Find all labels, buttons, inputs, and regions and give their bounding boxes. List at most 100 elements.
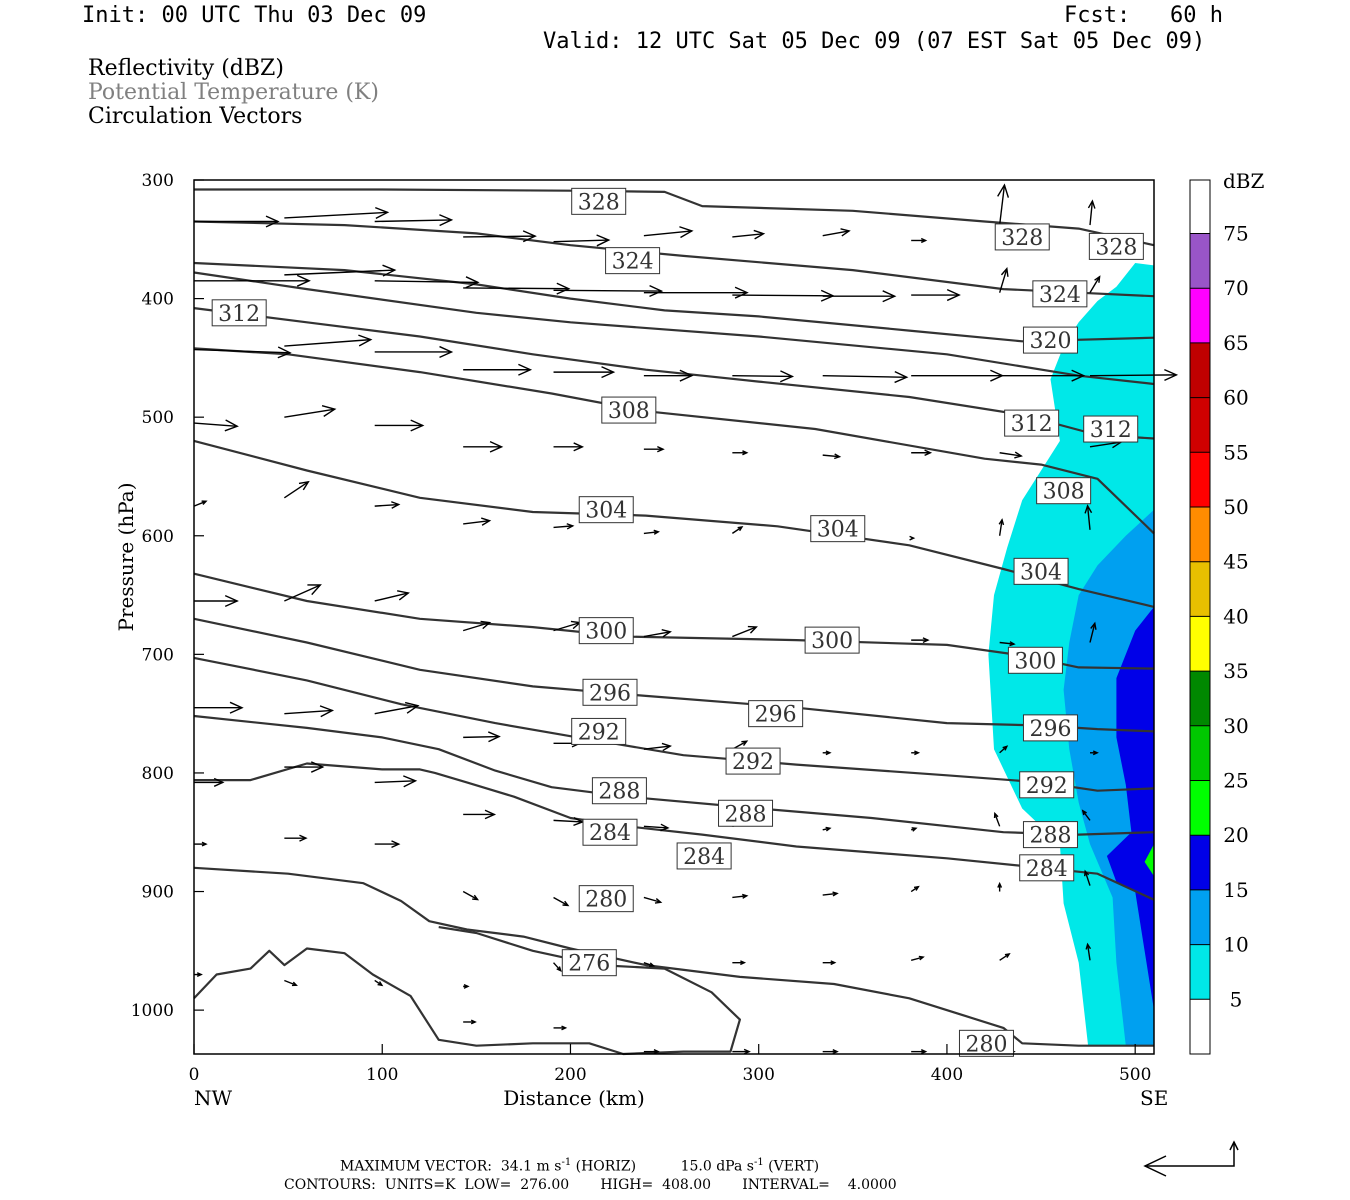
contour-label-296: 296: [1022, 714, 1078, 742]
reflectivity-region-20dbz: [1144, 844, 1154, 877]
circulation-vector: [283, 480, 310, 499]
vector-shaft: [463, 235, 536, 238]
vector-shaft: [284, 408, 335, 418]
circulation-vector: [553, 962, 562, 972]
contour-label-box: [1036, 477, 1092, 505]
vector-shaft: [643, 745, 671, 750]
vector-shaft: [462, 621, 490, 632]
contour-label-text: 312: [1090, 418, 1132, 443]
vector-shaft: [374, 280, 478, 284]
vector-head: [924, 449, 933, 456]
contour-label-box: [958, 1029, 1014, 1057]
vector-head: [993, 811, 999, 819]
vector-head: [291, 981, 298, 987]
contour-label-text: 304: [1020, 560, 1062, 585]
vector-head: [1004, 952, 1011, 959]
vector-head: [1092, 750, 1099, 756]
vector-head: [487, 731, 501, 743]
vector-shaft: [732, 374, 793, 378]
vector-head: [834, 453, 842, 460]
circulation-vector: [999, 952, 1011, 961]
colorbar-segment-45: [1190, 507, 1210, 562]
vector-shaft: [284, 338, 371, 347]
max-vert-exponent: -1: [753, 1157, 764, 1168]
circulation-vector: [910, 955, 925, 961]
vector-head: [997, 183, 1010, 198]
init-time-label: Init: 00 UTC Thu 03 Dec 09: [82, 3, 427, 28]
contour-label-308: 308: [1036, 477, 1092, 505]
vector-shaft: [193, 422, 238, 428]
vector-head: [653, 529, 660, 535]
max-vert-value: 15.0 dPa s: [680, 1158, 754, 1175]
vector-shaft: [732, 626, 757, 638]
contour-label-box: [578, 617, 634, 645]
circulation-vector: [374, 345, 454, 358]
vector-shaft: [643, 531, 659, 535]
vector-shaft: [553, 239, 609, 243]
vector-shaft: [1089, 441, 1122, 448]
circulation-vector: [732, 370, 795, 383]
contour-label-box: [1022, 821, 1078, 849]
vector-shaft: [1089, 276, 1101, 294]
contour-label-312: 312: [1083, 415, 1139, 443]
circulation-vector: [553, 366, 616, 379]
contour-label-text: 312: [1011, 412, 1053, 437]
vector-head: [522, 230, 537, 243]
circulation-vector: [463, 363, 533, 376]
circulation-vector: [194, 777, 225, 787]
contour-label-box: [211, 299, 267, 327]
vector-head: [747, 625, 758, 634]
x-axis-left-end-label: NW: [194, 1086, 233, 1110]
circulation-vector: [194, 972, 203, 977]
field-potential-temperature-label: Potential Temperature (K): [88, 80, 379, 105]
circulation-vector: [463, 809, 497, 820]
y-tick-label: 300: [142, 171, 174, 191]
circulation-vector: [1089, 621, 1097, 643]
circulation-vector: [999, 451, 1023, 459]
contour-label-box: [810, 515, 866, 543]
colorbar-segment-30: [1190, 671, 1210, 726]
vector-head: [661, 742, 672, 752]
contour-label-box: [1032, 280, 1088, 308]
vector-shaft: [284, 211, 388, 219]
circulation-vector: [374, 840, 401, 848]
contour-label-288: 288: [591, 777, 647, 805]
circulation-vector: [911, 449, 933, 456]
contour-label-text: 276: [568, 952, 610, 977]
y-tick-label: 600: [142, 527, 174, 547]
vector-head: [741, 740, 749, 746]
contour-label-296: 296: [748, 700, 804, 728]
vector-shaft: [822, 230, 850, 237]
contour-label-text: 300: [1014, 649, 1056, 674]
circulation-vector-layer: [193, 183, 1179, 1055]
theta-contour-320: [193, 261, 1155, 343]
vector-head: [1081, 809, 1087, 816]
vector-head: [410, 419, 425, 432]
vector-head: [922, 637, 930, 644]
colorbar-label-5: 5: [1230, 987, 1243, 1011]
vector-head: [1000, 267, 1009, 277]
contour-label-box: [561, 949, 617, 977]
vector-head: [566, 523, 575, 530]
vector-head: [196, 972, 203, 977]
vector-head: [894, 371, 909, 384]
circulation-vector: [999, 369, 1086, 382]
contour-label-text: 308: [1043, 480, 1085, 505]
contour-label-box: [571, 717, 627, 745]
field-reflectivity-label: Reflectivity (dBZ): [88, 56, 284, 81]
circulation-vector: [911, 1049, 928, 1055]
contour-label-box: [748, 700, 804, 728]
vector-head: [573, 442, 585, 452]
colorbar-label-75: 75: [1223, 222, 1248, 246]
contour-label-box: [725, 747, 781, 775]
contour-label-text: 320: [1029, 329, 1071, 354]
vector-head: [470, 1019, 477, 1025]
circulation-vector: [643, 628, 672, 638]
contour-label-292: 292: [571, 717, 627, 745]
contour-label-box: [578, 885, 634, 913]
circulation-vector: [553, 1025, 568, 1031]
colorbar-label-20: 20: [1223, 823, 1248, 847]
theta-contour-312: [193, 307, 1155, 440]
vector-shaft: [999, 641, 1015, 645]
vector-head: [1002, 745, 1009, 751]
